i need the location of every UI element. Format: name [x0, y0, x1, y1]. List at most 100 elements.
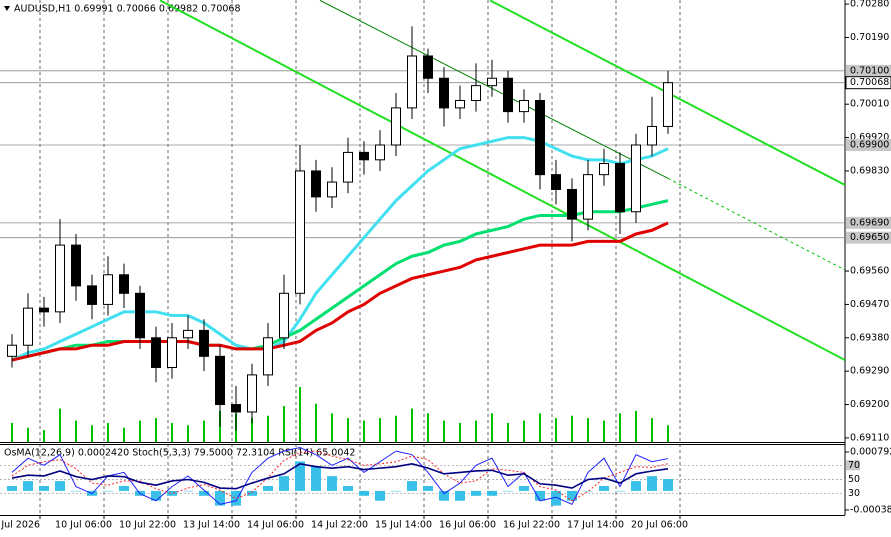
candle-body [391, 107, 401, 146]
price-level-label: 0.70100 [850, 65, 889, 76]
osma-bar [103, 490, 113, 492]
header-arrow [4, 6, 10, 11]
volume-bar [379, 418, 381, 442]
osma-bar [567, 490, 577, 501]
y-tick-label: 0.69830 [850, 165, 889, 176]
candle-body [231, 404, 241, 413]
y-tick-label: 0.69920 [850, 132, 889, 143]
y-tick-label: 0.70190 [850, 32, 889, 43]
volume-bar [571, 415, 573, 442]
x-tick-label: 10 Jul 06:00 [55, 520, 112, 531]
candle-body [311, 170, 321, 198]
x-tick-label: 9 Jul 2026 [0, 520, 40, 531]
y-tick-label: 0.70010 [850, 99, 889, 110]
candle-body [199, 329, 209, 357]
volume-bar [251, 418, 253, 442]
osma-bar [407, 481, 417, 491]
osma-bar [535, 490, 545, 501]
osma-bar [487, 490, 497, 496]
price-level-box [846, 138, 891, 151]
osma-bar [471, 490, 481, 496]
volume-bar [491, 413, 493, 442]
candle-body [487, 77, 497, 87]
candle-body [615, 163, 625, 213]
candle-body [87, 285, 97, 305]
candle-body [535, 99, 545, 176]
volume-bar [603, 420, 605, 442]
osc-level-label: 30 [848, 488, 860, 499]
x-tick-label: 16 Jul 22:00 [503, 520, 560, 531]
x-tick-label: 10 Jul 22:00 [119, 520, 176, 531]
candle-body [55, 244, 65, 313]
osma-bar [455, 490, 465, 501]
volume-bar [107, 422, 109, 442]
osma-bar [663, 479, 673, 491]
volume-bar [59, 408, 61, 442]
candle-body [7, 344, 17, 357]
candle-body [295, 170, 305, 294]
volume-bar [187, 425, 189, 442]
osc-level-label: 50 [848, 474, 860, 485]
volume-bar [651, 418, 653, 442]
osma-bar [551, 490, 561, 506]
osma-bar [375, 490, 385, 501]
volume-bar [427, 413, 429, 442]
volume-bar [635, 410, 637, 442]
candle-body [103, 274, 113, 305]
osma-bar [519, 485, 529, 491]
volume-bar [395, 415, 397, 442]
osma-bar [215, 490, 225, 506]
price-level-box [846, 231, 891, 244]
volume-bar [75, 420, 77, 442]
price-level-label: 0.69690 [850, 217, 889, 228]
osma-bar [263, 485, 273, 491]
candle-body [567, 188, 577, 220]
volume-bar [171, 422, 173, 442]
volume-bar [667, 425, 669, 442]
candle-body [215, 355, 225, 406]
y-tick-label: 0.69110 [850, 432, 889, 443]
price-level-label: 0.70068 [850, 77, 889, 88]
candle-body [551, 174, 561, 190]
y-tick-label: 0.69470 [850, 299, 889, 310]
price-level-label: 0.69900 [850, 139, 889, 150]
oscillator-line [11, 463, 669, 490]
volume-bar [619, 413, 621, 442]
osma-bar [167, 490, 177, 496]
volume-bar [267, 415, 269, 442]
volume-bar [27, 427, 29, 442]
y-tick-label: 0.69380 [850, 332, 889, 343]
osma-bar [615, 490, 625, 492]
volume-bar [91, 425, 93, 442]
volume-bar [507, 422, 509, 442]
candle-body [183, 329, 193, 339]
osma-tick-label: -0.0003888 [850, 504, 891, 515]
candle-body [119, 274, 129, 294]
volume-bar [459, 422, 461, 442]
y-tick-label: 0.69200 [850, 399, 889, 410]
candle-body [647, 125, 657, 146]
x-tick-label: 16 Jul 06:00 [439, 520, 496, 531]
y-tick-label: 0.69290 [850, 366, 889, 377]
oscillator-line [11, 450, 669, 502]
osma-bar [359, 490, 369, 496]
osma-bar [119, 485, 129, 491]
osma-bar [247, 490, 257, 496]
chart-header: AUDUSD,H1 0.69991 0.70066 0.69982 0.7006… [14, 4, 241, 15]
candle-body [263, 337, 273, 376]
candle-body [359, 151, 369, 161]
candle-body [327, 181, 337, 198]
volume-bar [123, 427, 125, 442]
candle-body [71, 244, 81, 287]
osma-bar [7, 485, 17, 491]
price-level-box [846, 216, 891, 229]
osma-bar [23, 481, 33, 491]
osma-bar [231, 490, 241, 506]
volume-bar [315, 403, 317, 442]
moving-average [11, 221, 669, 362]
candle-body [167, 337, 177, 368]
trendline [319, 0, 669, 179]
osma-bar [295, 461, 305, 491]
moving-average [11, 136, 669, 362]
osma-bar [583, 490, 593, 492]
